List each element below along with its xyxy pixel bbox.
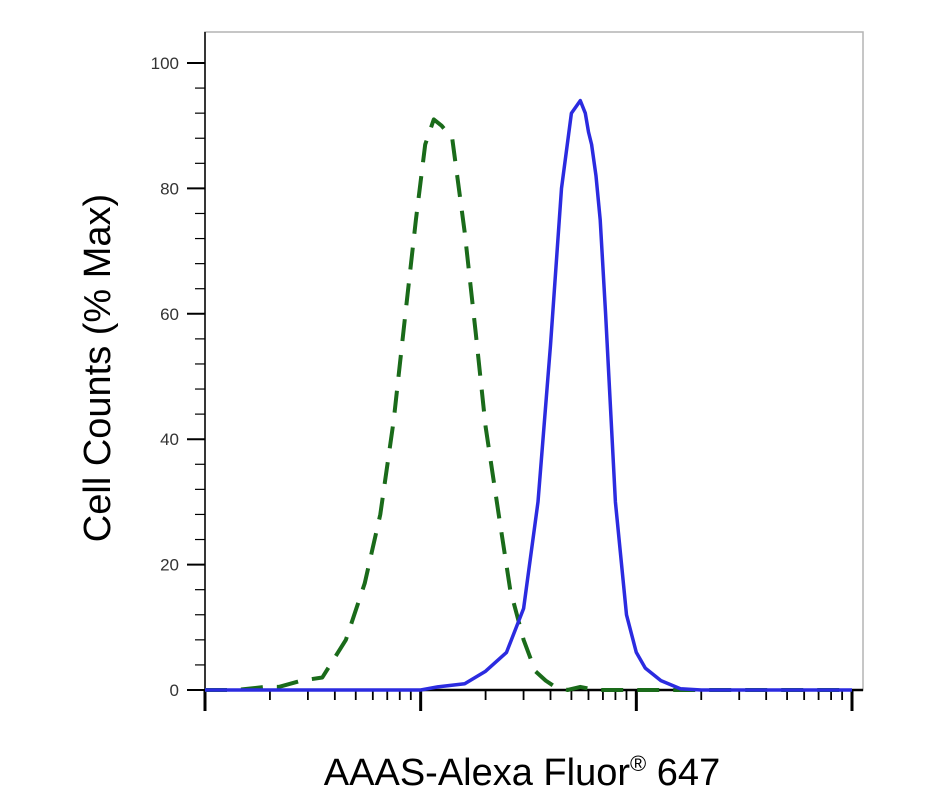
x-axis-title-space bbox=[646, 752, 657, 794]
x-axis-title: AAAS-Alexa Fluor® 647 bbox=[324, 751, 720, 794]
series-line-solid bbox=[205, 98, 852, 692]
plot-frame bbox=[204, 31, 864, 691]
y-tick-label: 20 bbox=[160, 556, 179, 575]
x-axis-ticks bbox=[203, 690, 854, 711]
x-axis-title-suffix: 647 bbox=[657, 752, 720, 794]
x-axis-title-main: AAAS-Alexa Fluor bbox=[324, 752, 631, 794]
y-tick-label: 100 bbox=[151, 54, 179, 73]
series-layer bbox=[205, 98, 852, 692]
y-tick-label: 80 bbox=[160, 179, 179, 198]
y-axis-title: Cell Counts (% Max) bbox=[77, 194, 119, 542]
x-axis-title-superscript: ® bbox=[630, 751, 646, 776]
y-axis-ticks: 0 20 40 60 80 100 bbox=[151, 54, 205, 700]
y-tick-label: 0 bbox=[170, 681, 179, 700]
series-line-dashed bbox=[205, 117, 852, 692]
y-tick-label: 40 bbox=[160, 430, 179, 449]
y-tick-label: 60 bbox=[160, 305, 179, 324]
